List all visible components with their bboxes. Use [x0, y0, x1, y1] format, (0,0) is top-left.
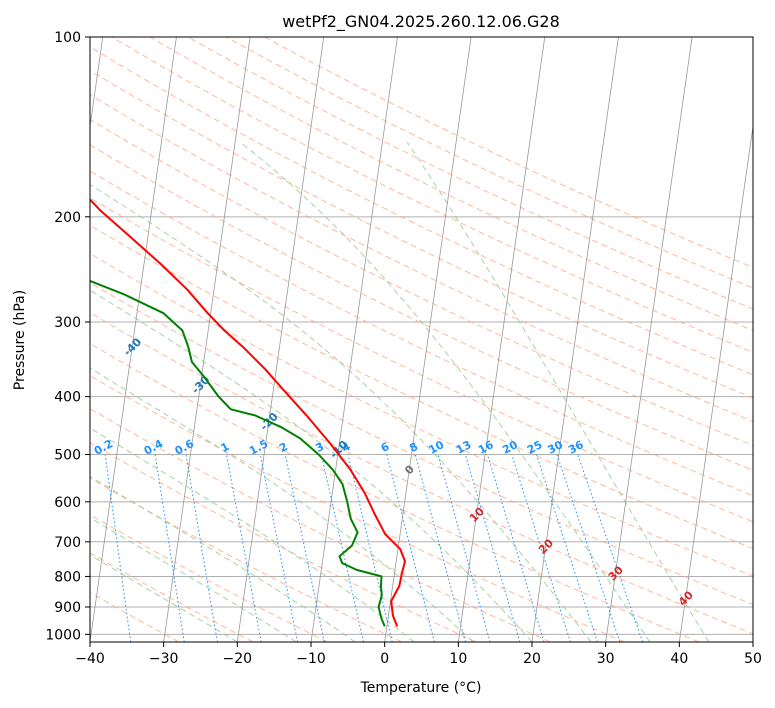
- mixing-ratio-label: 20: [500, 438, 520, 457]
- dewpoint-line: [90, 279, 386, 627]
- x-tick-label: −40: [75, 651, 105, 667]
- isotherm-line: [531, 37, 619, 642]
- x-tick-label: −10: [296, 651, 326, 667]
- y-tick-label: 300: [54, 315, 81, 331]
- dry-adiabat-line: [90, 374, 625, 642]
- y-tick-label: 800: [54, 569, 81, 585]
- x-tick-label: 0: [380, 651, 389, 667]
- mixing-ratio-line: [414, 454, 466, 642]
- dry-adiabat-line: [90, 224, 753, 550]
- moist-adiabat-line: [239, 141, 651, 642]
- sounding-series: [90, 198, 406, 627]
- x-axis-label: Temperature (°C): [360, 680, 482, 696]
- mixing-ratio-line: [437, 454, 491, 642]
- x-tick-label: 40: [670, 651, 688, 667]
- isotherm-line: [384, 37, 472, 642]
- y-axis-label: Pressure (hPa): [12, 290, 28, 390]
- dry-adiabat-line: [149, 37, 753, 331]
- dry-adiabat-line: [90, 514, 328, 642]
- mixing-ratio-line: [386, 454, 435, 642]
- moist-adiabat-line: [90, 183, 592, 642]
- isotherm-line: [236, 37, 325, 642]
- y-tick-label: 1000: [45, 627, 81, 643]
- mixing-ratio-label: 13: [454, 438, 474, 457]
- moist-adiabat-line: [90, 475, 356, 642]
- mixing-ratio-line: [347, 454, 393, 642]
- dry-adiabat-line: [90, 69, 753, 399]
- mixing-ratio-line: [556, 454, 621, 642]
- moist-adiabat-line: [90, 517, 297, 642]
- isotherm-line: [310, 37, 398, 642]
- mixing-ratio-label: 36: [566, 438, 586, 457]
- dry-adiabat-line: [90, 170, 753, 497]
- dry-adiabat-line: [90, 552, 254, 642]
- y-tick-label: 900: [54, 600, 81, 616]
- mixing-ratio-line: [487, 454, 545, 642]
- moist-adiabat-line: [90, 367, 474, 642]
- y-axis: 1000 900 800 700 600 500 400 300 200 100: [45, 30, 90, 643]
- isotherm-line: [90, 37, 177, 642]
- dry-adiabat-line: [90, 282, 753, 606]
- temperature-line: [90, 198, 406, 627]
- dry-adiabats: [90, 37, 753, 642]
- moist-adiabats: [90, 141, 710, 642]
- isotherm-line: [678, 123, 753, 642]
- dry-adiabat-line: [90, 312, 753, 635]
- x-tick-label: 50: [744, 651, 762, 667]
- isotherm-line: [605, 37, 693, 642]
- isotherm-line: [163, 37, 251, 642]
- y-tick-label: 700: [54, 535, 81, 551]
- x-tick-label: 10: [449, 651, 467, 667]
- plot-area: 0.10.20.40.611.52346810131620253036-100-…: [90, 37, 753, 642]
- dry-adiabat-line: [90, 252, 753, 577]
- isotherm-line: [457, 37, 546, 642]
- mixing-ratio-label: 30: [545, 438, 565, 457]
- mixing-ratio-label: 25: [525, 438, 545, 457]
- mixing-ratio-label: 16: [476, 438, 496, 457]
- y-tick-label: 500: [54, 448, 81, 464]
- x-tick-label: 20: [523, 651, 541, 667]
- y-tick-label: 400: [54, 390, 81, 406]
- mixing-ratio-line: [577, 454, 644, 642]
- mixing-ratio-label: 10: [427, 438, 447, 457]
- x-tick-label: −30: [149, 651, 179, 667]
- chart-title: wetPf2_GN04.2025.260.12.06.G28: [282, 12, 560, 32]
- mixing-ratio-line: [511, 454, 571, 642]
- moist-adiabat-line: [406, 141, 710, 642]
- isotherms: [90, 37, 753, 642]
- y-tick-label: 200: [54, 210, 81, 226]
- plot-frame: [89, 36, 754, 643]
- x-axis: −40 −30 −20 −10 0 10 20 30 40 50: [75, 642, 762, 667]
- mixing-ratio-line: [535, 454, 598, 642]
- mixing-ratio-line: [320, 454, 364, 642]
- y-tick-label: 600: [54, 495, 81, 511]
- moist-adiabat-line: [90, 289, 533, 642]
- dry-adiabat-line: [90, 408, 551, 642]
- dry-adiabat-line: [90, 94, 753, 422]
- mixing-ratio-line: [464, 454, 521, 642]
- x-tick-label: −20: [223, 651, 253, 667]
- x-tick-label: 30: [597, 651, 615, 667]
- y-tick-label: 100: [54, 30, 81, 46]
- moist-adiabat-line: [90, 427, 415, 642]
- mixing-ratio-lines: [104, 454, 644, 642]
